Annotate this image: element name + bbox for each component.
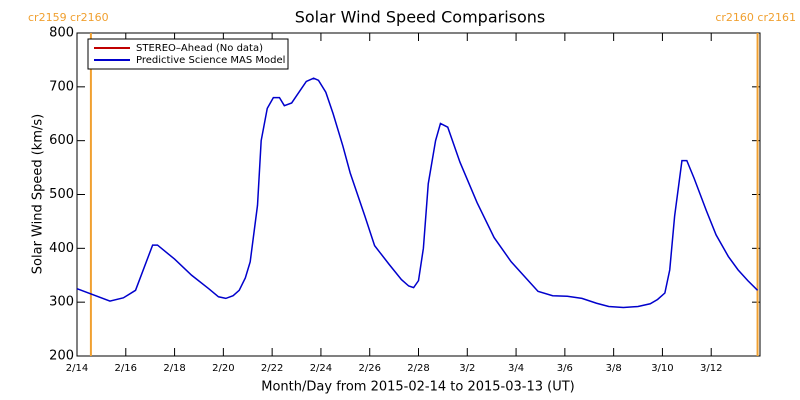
y-tick-label: 400 [49, 241, 74, 256]
y-tick-label: 200 [49, 349, 74, 364]
x-tick-label: 2/18 [163, 363, 185, 374]
chart-title: Solar Wind Speed Comparisons [295, 8, 546, 27]
legend-label: STEREO–Ahead (No data) [136, 43, 263, 54]
x-tick-label: 3/12 [700, 363, 722, 374]
y-tick-label: 600 [49, 133, 74, 148]
x-tick-label: 3/2 [459, 363, 475, 374]
x-tick-label: 2/20 [212, 363, 234, 374]
x-tick-label: 2/16 [115, 363, 137, 374]
series-line [76, 77, 759, 309]
x-axis-label: Month/Day from 2015-02-14 to 2015-03-13 … [261, 380, 574, 395]
rotation-label: cr2160 cr2161 [715, 11, 796, 24]
x-tick-label: 2/22 [261, 363, 283, 374]
rotation-label: cr2159 cr2160 [28, 11, 109, 24]
legend-box [87, 38, 289, 70]
x-tick-label: 3/8 [606, 363, 622, 374]
y-axis-label: Solar Wind Speed (km/s) [31, 114, 46, 274]
x-tick-label: 2/28 [407, 363, 429, 374]
x-tick-label: 3/6 [557, 363, 573, 374]
x-tick-label: 2/14 [66, 363, 88, 374]
x-tick-label: 3/4 [508, 363, 524, 374]
x-tick-label: 2/24 [310, 363, 332, 374]
y-tick-label: 300 [49, 295, 74, 310]
legend: STEREO–Ahead (No data)Predictive Science… [87, 38, 289, 70]
legend-label: Predictive Science MAS Model [136, 55, 285, 66]
y-tick-label: 700 [49, 79, 74, 94]
y-tick-label: 800 [49, 26, 74, 41]
y-tick-label: 500 [49, 187, 74, 202]
x-tick-label: 3/10 [651, 363, 673, 374]
x-tick-label: 2/26 [358, 363, 380, 374]
